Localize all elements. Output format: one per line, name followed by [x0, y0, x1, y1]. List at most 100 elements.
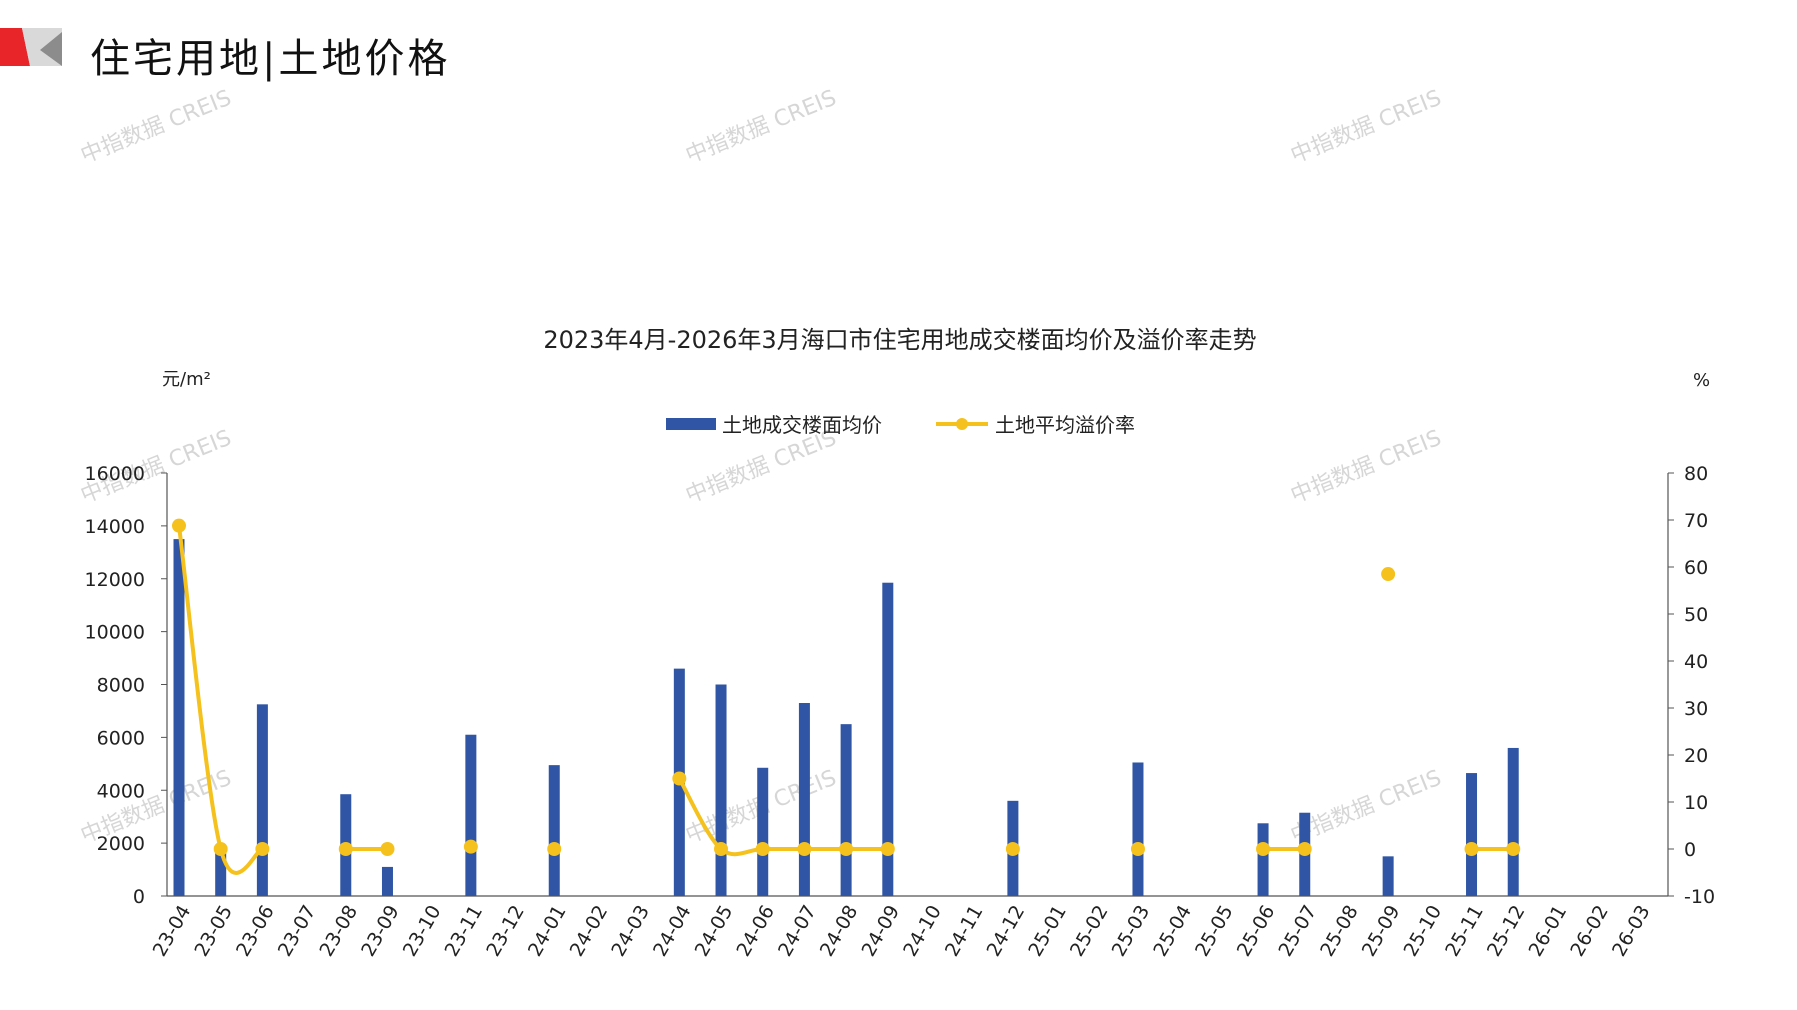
x-tick-label: 24-02 [566, 902, 613, 961]
y-left-tick-label: 16000 [85, 463, 145, 485]
y-right-tick-label: 20 [1684, 745, 1708, 767]
premium-point [255, 842, 270, 856]
y-left-tick-label: 6000 [97, 727, 145, 749]
legend-line-label: 土地平均溢价率 [995, 413, 1135, 437]
x-tick-label: 25-05 [1191, 902, 1238, 961]
x-tick-label: 23-10 [399, 902, 446, 961]
chart-title: 2023年4月-2026年3月海口市住宅用地成交楼面均价及溢价率走势 [543, 326, 1256, 354]
premium-point [463, 839, 478, 854]
premium-point [1256, 842, 1271, 856]
x-tick-label: 24-08 [816, 902, 863, 961]
x-tick-label: 23-04 [149, 902, 196, 961]
premium-line [177, 525, 264, 875]
x-tick-label: 24-09 [857, 902, 904, 961]
premium-point [880, 842, 895, 856]
premium-point [797, 842, 812, 856]
x-tick-label: 23-09 [357, 902, 404, 961]
y-right-tick-label: 40 [1684, 651, 1708, 673]
legend-line-marker [956, 418, 968, 430]
premium-point [338, 842, 353, 856]
y-left-tick-label: 4000 [97, 780, 145, 802]
x-tick-label: 24-12 [983, 902, 1030, 961]
x-tick-label: 23-07 [274, 902, 321, 961]
y-right-tick-label: 70 [1684, 510, 1708, 532]
price-bar [882, 582, 894, 896]
premium-point [1130, 842, 1145, 856]
x-tick-label: 24-05 [691, 902, 738, 961]
x-tick-label: 24-07 [774, 902, 821, 961]
x-tick-label: 25-07 [1274, 902, 1321, 961]
x-tick-label: 25-06 [1233, 902, 1280, 961]
x-tick-label: 23-11 [441, 902, 488, 961]
premium-point [1464, 842, 1479, 856]
premium-point [1297, 842, 1312, 856]
y-left-tick-label: 2000 [97, 833, 145, 855]
price-bar [798, 703, 810, 896]
y-right-tick-label: 30 [1684, 698, 1708, 720]
premium-point [1005, 842, 1020, 856]
page-header: 住宅用地|土地价格 [0, 24, 700, 84]
premium-point [213, 842, 228, 856]
y-right-tick-label: 80 [1684, 463, 1708, 485]
page-title: 住宅用地|土地价格 [90, 36, 451, 82]
y-right-tick-label: 50 [1684, 604, 1708, 626]
x-tick-label: 25-11 [1441, 902, 1488, 961]
y-left-tick-label: 8000 [97, 675, 145, 697]
x-tick-label: 25-10 [1400, 902, 1447, 961]
legend-bar-swatch [666, 418, 716, 430]
premium-point [839, 842, 854, 856]
x-tick-label: 25-03 [1108, 902, 1155, 961]
premium-point [1506, 842, 1521, 856]
brand-logo-icon [0, 28, 62, 66]
premium-line [677, 777, 888, 857]
x-tick-label: 25-01 [1024, 902, 1071, 961]
y-right-tick-label: -10 [1684, 886, 1715, 908]
x-tick-label: 25-09 [1358, 902, 1405, 961]
price-bar [840, 724, 852, 896]
price-bar [1466, 773, 1478, 896]
x-tick-label: 25-08 [1316, 902, 1363, 961]
x-tick-label: 26-02 [1566, 902, 1613, 961]
premium-point [172, 518, 186, 533]
premium-point [714, 842, 729, 856]
y-right-axis-label: % [1693, 370, 1710, 391]
price-bar [1382, 856, 1394, 896]
x-tick-label: 24-11 [941, 902, 988, 961]
price-bar [173, 539, 185, 896]
premium-point [672, 771, 687, 786]
price-bar [1257, 823, 1269, 896]
x-tick-label: 23-05 [190, 902, 237, 961]
x-tick-label: 25-02 [1066, 902, 1113, 961]
legend-bar-label: 土地成交楼面均价 [722, 413, 882, 437]
x-tick-label: 23-08 [315, 902, 362, 961]
premium-point [1381, 567, 1396, 582]
y-left-tick-label: 10000 [85, 622, 145, 644]
y-right-tick-label: 60 [1684, 557, 1708, 579]
premium-point [547, 842, 562, 856]
price-bar [715, 684, 727, 896]
price-bar [215, 845, 227, 896]
price-bar [465, 734, 477, 896]
x-tick-label: 25-12 [1483, 902, 1530, 961]
price-bar [548, 765, 560, 896]
y-right-tick-label: 10 [1684, 792, 1708, 814]
x-tick-label: 23-06 [232, 902, 279, 961]
price-bar [757, 767, 769, 896]
y-left-axis-label: 元/m² [162, 369, 211, 390]
y-left-tick-label: 14000 [85, 516, 145, 538]
premium-point [755, 842, 770, 856]
x-tick-label: 26-01 [1525, 902, 1572, 961]
y-left-tick-label: 0 [133, 886, 145, 908]
price-bar [381, 866, 393, 896]
x-tick-label: 24-04 [649, 902, 696, 961]
price-bar [1132, 762, 1144, 896]
y-right-tick-label: 0 [1684, 839, 1696, 861]
price-bar [256, 704, 268, 896]
price-bar [1507, 747, 1519, 896]
x-tick-label: 25-04 [1149, 902, 1196, 961]
x-tick-label: 23-12 [482, 902, 529, 961]
premium-point [380, 842, 395, 856]
x-tick-label: 26-03 [1608, 902, 1655, 961]
y-left-tick-label: 12000 [85, 569, 145, 591]
